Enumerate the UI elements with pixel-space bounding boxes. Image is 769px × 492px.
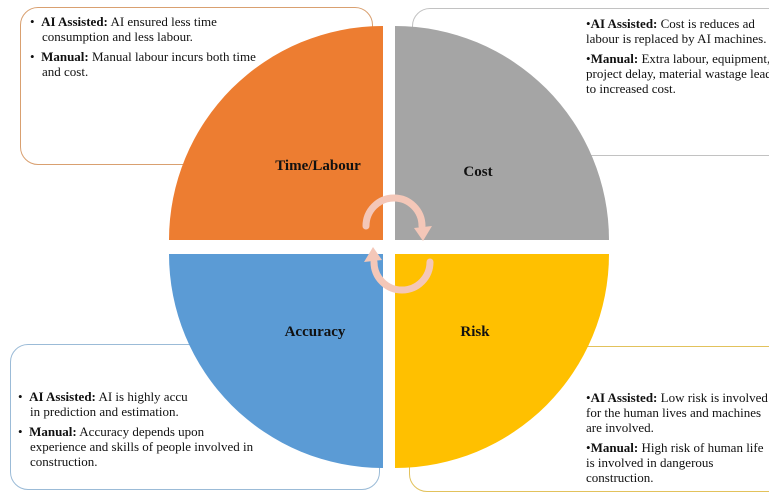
risk-manual-point: •Manual: High risk of human life is invo… [586, 440, 764, 485]
cost-manual-point: •Manual: Extra labour, equipment, projec… [586, 51, 769, 96]
cost-label: Cost [463, 164, 492, 180]
time-labour-notes: • AI Assisted: AI ensured less time cons… [30, 14, 262, 84]
risk-notes: •AI Assisted: Low risk is involved for t… [586, 390, 769, 490]
accuracy-notes: • AI Assisted: AI is highly accu in predi… [18, 389, 258, 474]
risk-label: Risk [460, 324, 490, 340]
accuracy-manual-point: • Manual: Accuracy depends upon experien… [18, 424, 254, 469]
time-labour-quadrant [169, 26, 383, 240]
accuracy-ai-point: • AI Assisted: AI is highly accu in predi… [18, 389, 188, 419]
cost-quadrant [395, 26, 609, 240]
accuracy-quadrant [169, 254, 383, 468]
cycle-arrows-icon [362, 194, 434, 294]
time-ai-point: • AI Assisted: AI ensured less time cons… [30, 14, 217, 44]
cost-ai-point: •AI Assisted: Cost is reduces ad labour … [586, 16, 767, 46]
time-manual-point: • Manual: Manual labour incurs both time… [30, 49, 256, 79]
risk-quadrant [395, 254, 609, 468]
cost-notes: •AI Assisted: Cost is reduces ad labour … [586, 16, 769, 101]
time-labour-label: Time/Labour [275, 158, 361, 174]
risk-ai-point: •AI Assisted: Low risk is involved for t… [586, 390, 768, 435]
accuracy-label: Accuracy [285, 324, 346, 340]
